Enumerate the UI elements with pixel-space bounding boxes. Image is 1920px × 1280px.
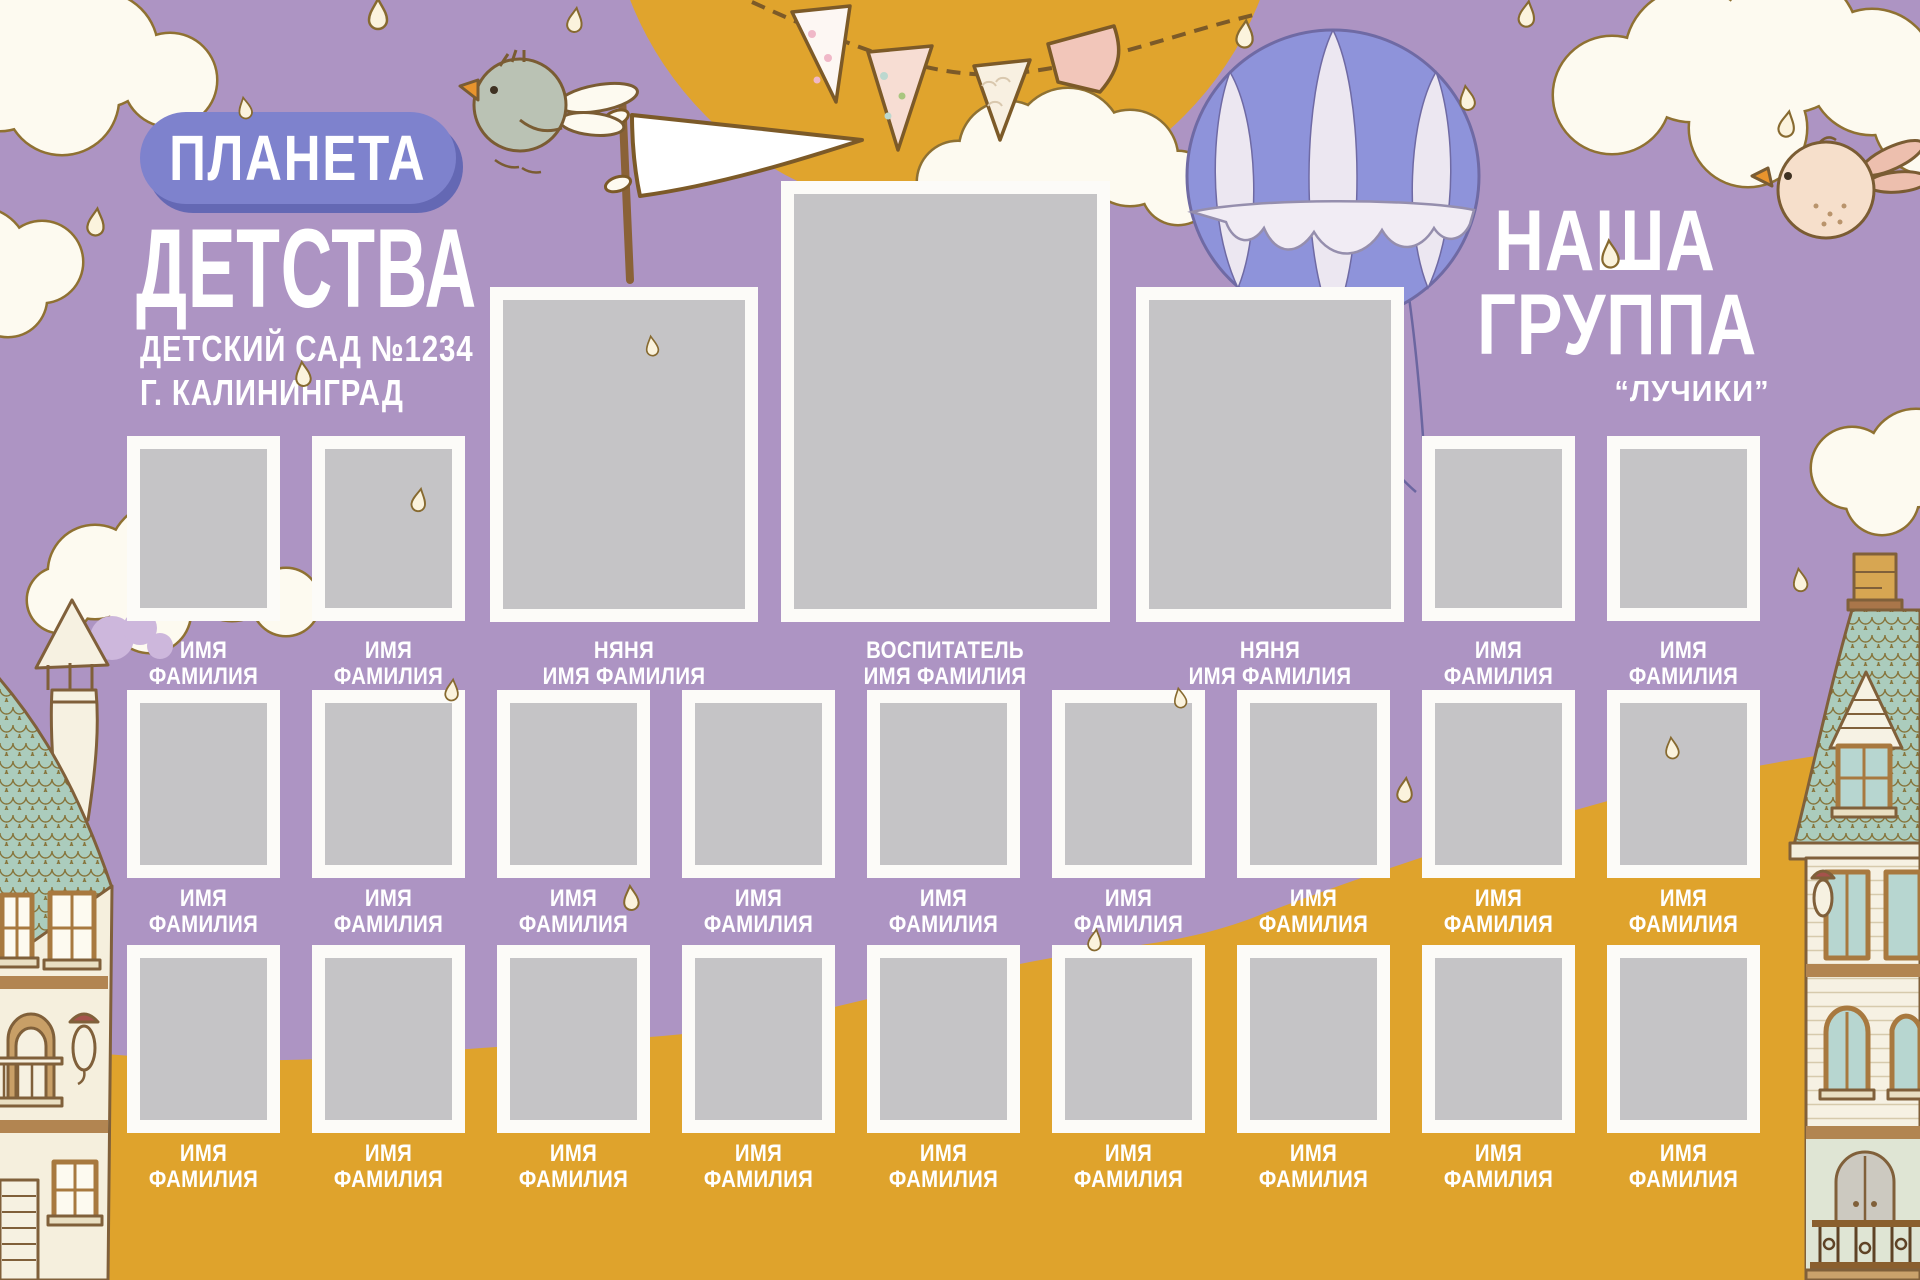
photo-placeholder: [1435, 703, 1562, 865]
caption: ИМЯ ФАМИЛИЯ: [1258, 885, 1369, 938]
photo-placeholder: [1065, 703, 1192, 865]
photo-placeholder: [140, 703, 267, 865]
photo-placeholder: [1149, 300, 1391, 609]
photo-slot-mid-5[interactable]: [867, 690, 1020, 878]
photo-slot-mid-8[interactable]: [1422, 690, 1575, 878]
title-badge: ПЛАНЕТА: [140, 112, 456, 204]
photo-placeholder: [510, 958, 637, 1120]
photo-slot-mid-1[interactable]: [127, 690, 280, 878]
photo-slot-mid-9[interactable]: [1607, 690, 1760, 878]
caption: ИМЯ ФАМИЛИЯ: [1258, 1140, 1369, 1193]
group-title-line2: ГРУППА: [1477, 277, 1758, 373]
caption: ИМЯ ФАМИЛИЯ: [1073, 885, 1184, 938]
caption: ИМЯ ФАМИЛИЯ: [1443, 637, 1554, 690]
photo-placeholder: [1065, 958, 1192, 1120]
photo-placeholder: [1620, 449, 1747, 608]
caption-nanny-right: НЯНЯ ИМЯ ФАМИЛИЯ: [1188, 637, 1352, 690]
photo-placeholder: [695, 958, 822, 1120]
caption: ИМЯ ФАМИЛИЯ: [333, 1140, 444, 1193]
caption: ИМЯ ФАМИЛИЯ: [518, 885, 629, 938]
photo-placeholder: [510, 703, 637, 865]
hot-air-balloon: [1185, 28, 1481, 493]
cloud-right-edge: [1809, 407, 1920, 537]
bird-right-icon: [1750, 136, 1920, 240]
photo-slot-top-2[interactable]: [312, 436, 465, 621]
caption: ИМЯ ФАМИЛИЯ: [888, 1140, 999, 1193]
group-name: “ЛУЧИКИ”: [1614, 376, 1770, 408]
photo-slot-bot-5[interactable]: [867, 945, 1020, 1133]
title-badge-label: ПЛАНЕТА: [169, 122, 427, 194]
photo-slot-bot-1[interactable]: [127, 945, 280, 1133]
caption: ИМЯ ФАМИЛИЯ: [1628, 637, 1739, 690]
caption: ИМЯ ФАМИЛИЯ: [333, 637, 444, 690]
photo-placeholder: [1620, 703, 1747, 865]
caption: ИМЯ ФАМИЛИЯ: [1443, 885, 1554, 938]
photo-placeholder: [1435, 958, 1562, 1120]
right-house: [1788, 552, 1920, 1280]
photo-placeholder: [140, 958, 267, 1120]
photo-placeholder: [325, 958, 452, 1120]
caption: ИМЯ ФАМИЛИЯ: [148, 637, 259, 690]
pennant-flag: [602, 92, 864, 284]
photo-slot-bot-9[interactable]: [1607, 945, 1760, 1133]
caption: ИМЯ ФАМИЛИЯ: [1628, 1140, 1739, 1193]
photo-placeholder: [880, 958, 1007, 1120]
photo-placeholder: [325, 703, 452, 865]
photo-slot-top-6[interactable]: [1422, 436, 1575, 621]
photo-slot-bot-7[interactable]: [1237, 945, 1390, 1133]
photo-placeholder: [880, 703, 1007, 865]
caption: ИМЯ ФАМИЛИЯ: [518, 1140, 629, 1193]
photo-placeholder: [140, 449, 267, 608]
photo-slot-mid-3[interactable]: [497, 690, 650, 878]
photo-slot-mid-7[interactable]: [1237, 690, 1390, 878]
photo-slot-mid-2[interactable]: [312, 690, 465, 878]
photo-slot-top-1[interactable]: [127, 436, 280, 621]
caption: ИМЯ ФАМИЛИЯ: [703, 1140, 814, 1193]
caption: ИМЯ ФАМИЛИЯ: [1073, 1140, 1184, 1193]
subtitle-city: Г. КАЛИНИНГРАД: [140, 372, 404, 413]
photo-slot-nanny-right[interactable]: [1136, 287, 1404, 622]
caption: ИМЯ ФАМИЛИЯ: [703, 885, 814, 938]
photo-slot-nanny-left[interactable]: [490, 287, 758, 622]
photo-slot-bot-6[interactable]: [1052, 945, 1205, 1133]
photo-slot-bot-3[interactable]: [497, 945, 650, 1133]
photo-slot-teacher[interactable]: [781, 181, 1110, 622]
photo-slot-mid-6[interactable]: [1052, 690, 1205, 878]
photo-placeholder: [695, 703, 822, 865]
photo-placeholder: [325, 449, 452, 608]
photo-slot-top-7[interactable]: [1607, 436, 1760, 621]
photo-slot-bot-4[interactable]: [682, 945, 835, 1133]
photo-placeholder: [1435, 449, 1562, 608]
lavender-puffs: [90, 611, 173, 660]
photo-slot-bot-8[interactable]: [1422, 945, 1575, 1133]
photo-slot-mid-4[interactable]: [682, 690, 835, 878]
photo-slot-bot-2[interactable]: [312, 945, 465, 1133]
cloud-top-right: [1551, 0, 1920, 189]
photo-placeholder: [1250, 958, 1377, 1120]
bird-left-icon: [458, 49, 639, 174]
cloud-left-edge: [0, 210, 85, 339]
caption: ИМЯ ФАМИЛИЯ: [1443, 1140, 1554, 1193]
page-title: ДЕТСТВА: [136, 206, 477, 331]
photo-placeholder: [1250, 703, 1377, 865]
caption-nanny-left: НЯНЯ ИМЯ ФАМИЛИЯ: [542, 637, 706, 690]
caption: ИМЯ ФАМИЛИЯ: [888, 885, 999, 938]
bunting-garland: [751, 0, 1259, 152]
caption: ИМЯ ФАМИЛИЯ: [148, 885, 259, 938]
caption-teacher: ВОСПИТАТЕЛЬ ИМЯ ФАМИЛИЯ: [863, 637, 1027, 690]
photo-placeholder: [503, 300, 745, 609]
cloud-top-left: [0, 0, 219, 157]
caption: ИМЯ ФАМИЛИЯ: [1628, 885, 1739, 938]
caption: ИМЯ ФАМИЛИЯ: [148, 1140, 259, 1193]
left-house: [0, 598, 114, 1280]
photo-placeholder: [1620, 958, 1747, 1120]
caption: ИМЯ ФАМИЛИЯ: [333, 885, 444, 938]
photo-placeholder: [794, 194, 1097, 609]
